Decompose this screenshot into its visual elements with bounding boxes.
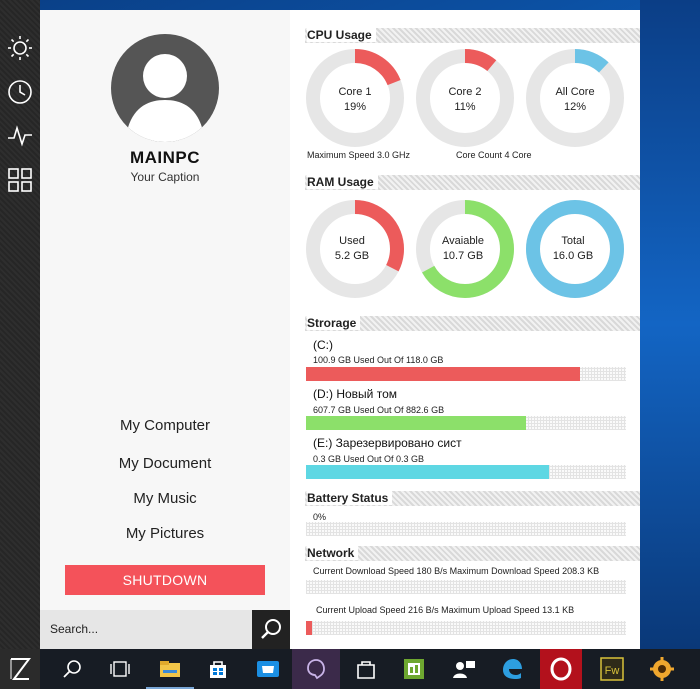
drive-c-usage: 100.9 GB Used Out Of 118.0 GB bbox=[313, 355, 444, 365]
spreadsheet-icon[interactable] bbox=[390, 649, 438, 689]
menu-my-music[interactable]: My Music bbox=[133, 490, 197, 507]
fireworks-label: Fw bbox=[605, 665, 620, 677]
z-app-icon[interactable] bbox=[0, 649, 40, 689]
search-button[interactable] bbox=[252, 610, 290, 649]
drive-e-name: (E:) Зарезервировано сист bbox=[313, 436, 462, 450]
profile-caption: Your Caption bbox=[130, 170, 200, 184]
gear-app-icon[interactable] bbox=[638, 649, 686, 689]
onenote-icon[interactable] bbox=[292, 649, 340, 689]
store-icon[interactable] bbox=[194, 649, 242, 689]
battery-bar bbox=[306, 522, 626, 536]
edge-icon[interactable] bbox=[488, 649, 536, 689]
ram-available-label: Avaiable 10.7 GB bbox=[442, 235, 484, 262]
cpu-section-header: CPU Usage bbox=[305, 28, 640, 43]
search-icon bbox=[261, 619, 281, 639]
search-input[interactable]: Search... bbox=[50, 622, 99, 636]
cpu-core1-gauge bbox=[306, 49, 404, 147]
ram-used-gauge bbox=[306, 200, 404, 298]
avatar[interactable] bbox=[111, 34, 219, 142]
opera-icon[interactable] bbox=[540, 649, 582, 689]
cpu-core1-label: Core 1 19% bbox=[338, 86, 372, 113]
cpu-core2-gauge bbox=[416, 49, 514, 147]
clock-icon[interactable] bbox=[6, 78, 34, 106]
activity-icon[interactable] bbox=[6, 122, 34, 150]
search-box[interactable]: Search... bbox=[40, 610, 290, 649]
network-title: Network bbox=[307, 546, 359, 560]
ram-total-gauge bbox=[526, 200, 624, 298]
search-icon[interactable] bbox=[48, 649, 96, 689]
cpu-max-speed: Maximum Speed 3.0 GHz bbox=[307, 150, 411, 160]
drive-e-usage: 0.3 GB Used Out Of 0.3 GB bbox=[313, 454, 425, 464]
drive-c-bar bbox=[306, 367, 626, 381]
task-view-icon[interactable] bbox=[96, 649, 144, 689]
storage-section-header: Strorage bbox=[305, 316, 640, 331]
ram-used-label: Used 5.2 GB bbox=[334, 235, 370, 262]
network-upload: Current Upload Speed 216 B/s Maximum Upl… bbox=[316, 605, 575, 615]
drive-c-name: (C:) bbox=[313, 338, 333, 352]
storage-title: Strorage bbox=[307, 316, 361, 330]
upload-bar-fill bbox=[306, 621, 313, 635]
store-bag-icon[interactable] bbox=[244, 649, 292, 689]
people-icon[interactable] bbox=[440, 649, 488, 689]
drive-e-bar bbox=[306, 465, 626, 479]
file-explorer-icon[interactable] bbox=[146, 649, 194, 689]
network-download: Current Download Speed 180 B/s Maximum D… bbox=[313, 566, 600, 576]
fireworks-icon[interactable]: Fw bbox=[588, 649, 636, 689]
store-icon-2[interactable] bbox=[342, 649, 390, 689]
shutdown-button[interactable]: SHUTDOWN bbox=[65, 565, 265, 595]
drive-d-bar-fill bbox=[306, 416, 527, 430]
profile-column: MAINPC Your Caption My Computer My Docum… bbox=[40, 10, 290, 649]
cpu-core-count: Core Count 4 Core bbox=[456, 150, 532, 160]
menu-my-document[interactable]: My Document bbox=[118, 455, 212, 472]
menu-my-pictures[interactable]: My Pictures bbox=[125, 525, 205, 542]
drive-d-usage: 607.7 GB Used Out Of 882.6 GB bbox=[313, 405, 445, 415]
menu-my-computer[interactable]: My Computer bbox=[119, 417, 211, 434]
drive-d-bar bbox=[306, 416, 626, 430]
ram-available-gauge bbox=[416, 200, 514, 298]
grid-icon[interactable] bbox=[6, 166, 34, 194]
cpu-allcore-gauge bbox=[526, 49, 624, 147]
cpu-core2-label: Core 2 11% bbox=[448, 86, 482, 113]
brightness-icon[interactable] bbox=[6, 34, 34, 62]
battery-section-header: Battery Status bbox=[305, 491, 640, 506]
download-bar bbox=[306, 580, 626, 594]
cpu-allcore-label: All Core 12% bbox=[555, 86, 595, 113]
profile-name: MAINPC bbox=[129, 148, 201, 167]
drive-c-bar-fill bbox=[306, 367, 580, 381]
battery-value: 0% bbox=[313, 512, 327, 522]
ram-total-label: Total 16.0 GB bbox=[552, 235, 594, 262]
taskbar: Fw bbox=[0, 649, 700, 689]
cpu-title: CPU Usage bbox=[307, 28, 376, 42]
drive-e-bar-fill bbox=[306, 465, 550, 479]
ram-section-header: RAM Usage bbox=[305, 175, 640, 190]
start-panel: MAINPC Your Caption My Computer My Docum… bbox=[40, 10, 640, 649]
upload-bar bbox=[306, 621, 626, 635]
network-section-header: Network bbox=[305, 546, 640, 561]
battery-title: Battery Status bbox=[307, 491, 393, 505]
icon-rail bbox=[0, 0, 40, 649]
drive-d-name: (D:) Новый том bbox=[313, 387, 397, 401]
ram-title: RAM Usage bbox=[307, 175, 378, 189]
